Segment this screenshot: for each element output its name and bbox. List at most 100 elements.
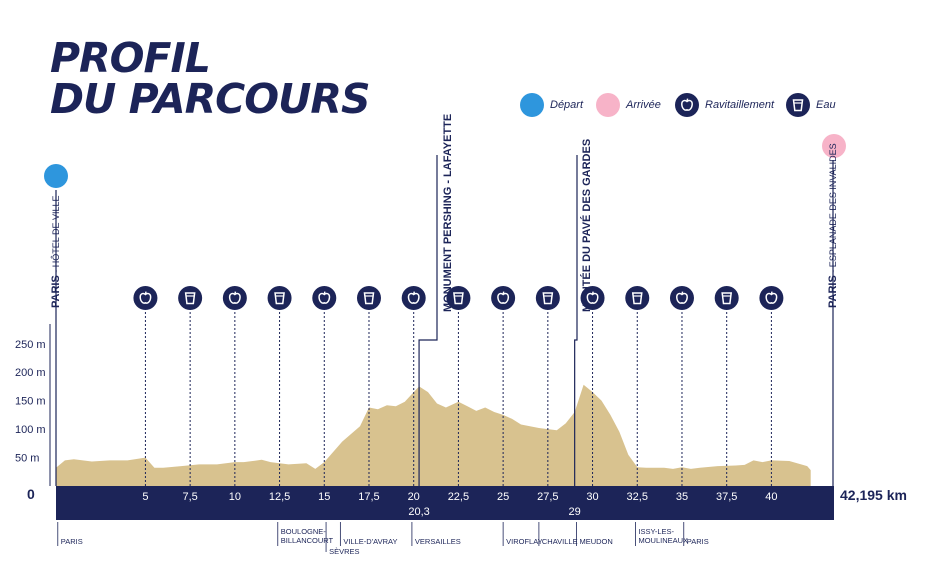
apple-stem <box>412 291 416 295</box>
town-label: MOULINEAUX <box>638 536 688 545</box>
x-tick-label: 20 <box>408 491 420 503</box>
legend-label: Eau <box>816 99 836 111</box>
apple-icon <box>675 93 699 117</box>
page-title: PROFIL DU PARCOURS <box>50 38 371 120</box>
legend: Départ Arrivée Ravitaillement Eau <box>520 92 920 118</box>
start-dot-icon <box>520 93 544 117</box>
x-tick-label: 17,5 <box>358 491 379 503</box>
apple-icon <box>491 286 516 310</box>
x-tick-label: 7,5 <box>182 491 197 503</box>
x-tick-label: 12,5 <box>269 491 290 503</box>
legend-item-ravitaillement: Ravitaillement <box>675 92 774 118</box>
cup-icon <box>535 286 560 310</box>
station-circle <box>535 286 560 310</box>
station-circle <box>625 286 650 310</box>
station-circle <box>267 286 292 310</box>
x-tick-label: 5 <box>142 491 148 503</box>
apple-icon <box>401 286 426 310</box>
station-circle <box>491 286 516 310</box>
cup-shape <box>274 292 285 305</box>
cup-icon <box>178 286 203 310</box>
apple-shape <box>676 292 688 304</box>
apple-shape <box>407 292 420 304</box>
town-label: MEUDON <box>579 537 612 546</box>
cup-shape <box>363 292 375 305</box>
y-tick-label: 250 m <box>15 339 46 351</box>
x-tick-label: 30 <box>586 491 598 503</box>
town-label: PARIS <box>61 537 83 546</box>
finish-dot-icon <box>596 93 620 117</box>
x-tick-label: 15 <box>318 491 330 503</box>
cup-icon <box>714 286 739 310</box>
apple-stem <box>323 291 326 295</box>
legend-item-arrivee: Arrivée <box>596 92 661 118</box>
apple-shape <box>586 292 599 304</box>
cup-icon <box>356 286 381 310</box>
town-label: VILLE-D'AVRAY <box>343 537 397 546</box>
y-tick-label: 200 m <box>15 367 46 379</box>
legend-label: Départ <box>550 99 584 111</box>
y-tick-label: 50 m <box>15 453 39 465</box>
apple-shape <box>228 292 241 304</box>
station-circle <box>178 286 203 310</box>
peak-leader-pave <box>574 155 578 486</box>
apple-stem <box>234 291 237 295</box>
town-label: BOULOGNE- <box>281 527 327 536</box>
x-tick-label: 37,5 <box>716 491 737 503</box>
cup-icon <box>267 286 292 310</box>
cup-shape <box>453 292 464 305</box>
elevation-area <box>56 384 811 486</box>
station-circle <box>446 286 471 310</box>
station-circle <box>401 286 426 310</box>
x-tick-label: 10 <box>229 491 241 503</box>
x-tick-label: 32,5 <box>627 491 648 503</box>
town-label: ISSY-LES- <box>638 527 674 536</box>
cup-shape <box>542 292 554 305</box>
peak-leader-pershing <box>418 155 438 486</box>
cup-shape <box>631 292 643 305</box>
apple-stem <box>770 291 773 295</box>
apple-shape <box>318 292 331 304</box>
x-tick-label: 22,5 <box>448 491 469 503</box>
apple-shape <box>765 292 778 304</box>
town-label: VERSAILLES <box>415 537 461 546</box>
cup-shape <box>184 292 196 305</box>
station-circle <box>312 286 337 310</box>
total-distance-label: 42,195 km <box>840 487 907 503</box>
apple-icon <box>133 286 158 310</box>
legend-label: Ravitaillement <box>705 99 775 111</box>
cup-icon <box>625 286 650 310</box>
y-tick-label: 150 m <box>15 396 46 408</box>
apple-stem <box>591 291 594 295</box>
apple-stem <box>502 291 505 295</box>
legend-label: Arrivée <box>626 99 661 111</box>
station-circle <box>759 286 784 310</box>
station-circle <box>714 286 739 310</box>
cup-icon <box>786 93 810 117</box>
x-tick-label: 40 <box>765 491 777 503</box>
apple-shape <box>497 292 510 304</box>
apple-icon <box>669 286 694 310</box>
town-label: SÈVRES <box>329 547 359 556</box>
title-line-1: PROFIL <box>50 34 211 82</box>
special-km-label: 20,3 <box>408 506 429 518</box>
apple-stem <box>144 291 147 295</box>
town-label: CHAVILLE <box>542 537 578 546</box>
station-circle <box>133 286 158 310</box>
station-circle <box>669 286 694 310</box>
station-circle <box>580 286 605 310</box>
legend-item-depart: Départ <box>520 92 583 118</box>
legend-item-eau: Eau <box>786 92 836 118</box>
finish-marker <box>822 134 846 158</box>
station-circle <box>356 286 381 310</box>
apple-icon <box>312 286 337 310</box>
y-tick-label: 100 m <box>15 424 46 436</box>
x-tick-label: 25 <box>497 491 509 503</box>
town-label: PARIS <box>687 537 709 546</box>
x-tick-label: 35 <box>676 491 688 503</box>
x-tick-label: 27,5 <box>537 491 558 503</box>
distance-bar <box>56 486 834 520</box>
cup-icon <box>446 286 471 310</box>
start-marker <box>44 164 68 188</box>
